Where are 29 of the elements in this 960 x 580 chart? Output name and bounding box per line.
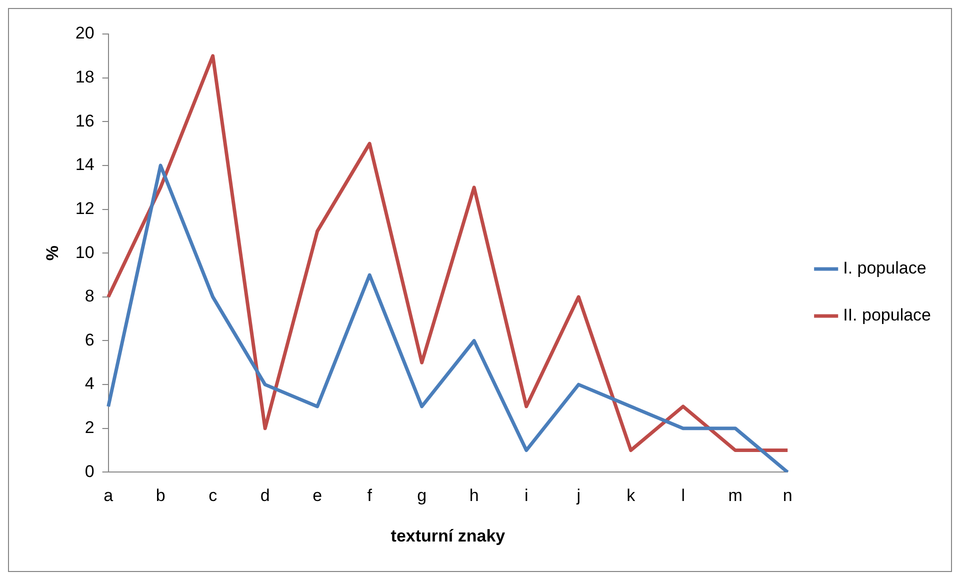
y-tick-label: 12 [75,198,94,218]
x-tick-label: a [104,486,114,506]
y-tick-label: 14 [75,155,94,174]
x-tick-label: h [469,486,479,506]
y-tick-label: 6 [84,330,94,350]
x-tick-label: n [782,486,792,506]
legend-label: II. populace [843,306,932,325]
x-tick-label: i [524,486,528,506]
x-axis-title: texturní znaky [390,526,506,546]
y-tick-label: 2 [84,418,94,438]
y-tick-label: 4 [84,374,94,394]
y-tick-label: 8 [84,286,94,306]
y-axis-title: % [42,246,62,261]
y-tick-label: 18 [75,68,94,87]
x-tick-label: l [681,486,685,506]
x-tick-label: e [312,486,322,506]
y-tick-label: 16 [75,111,94,130]
x-tick-label: k [626,486,636,506]
y-tick-label: 20 [75,24,94,43]
x-tick-label: j [576,486,580,506]
x-tick-label: d [260,486,270,506]
y-tick-label: 10 [75,242,94,262]
y-tick-label: 0 [84,462,94,481]
x-tick-label: g [417,486,427,506]
x-tick-label: c [208,486,218,506]
legend-label: I. populace [843,258,926,278]
x-tick-label: b [156,486,166,506]
x-tick-label: f [367,486,372,506]
x-tick-label: m [728,486,742,506]
